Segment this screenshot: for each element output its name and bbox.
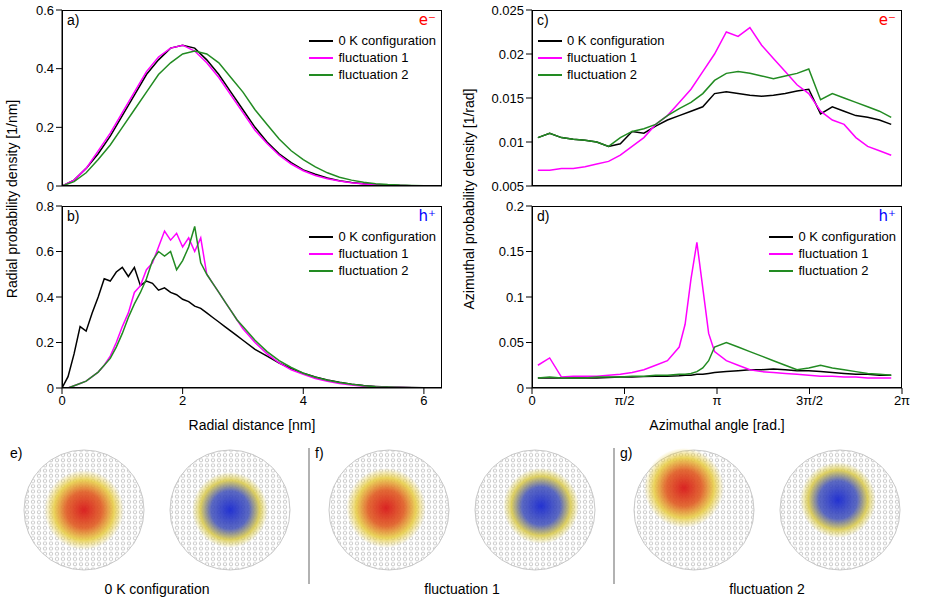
- svg-text:0.6: 0.6: [36, 3, 54, 18]
- svg-text:f): f): [315, 445, 324, 461]
- svg-text:0.02: 0.02: [499, 47, 524, 62]
- html-text:d): d): [537, 208, 550, 224]
- svg-text:π/2: π/2: [615, 393, 635, 408]
- svg-text:0: 0: [517, 381, 524, 396]
- html-text:e⁻: e⁻: [418, 11, 436, 29]
- html-text:fluctuation 2: fluctuation 2: [338, 263, 409, 278]
- svg-text:0: 0: [47, 179, 54, 194]
- html-text:0 K configuration: 0 K configuration: [338, 229, 436, 244]
- svg-text:0.2: 0.2: [36, 335, 54, 350]
- html-text:h⁺: h⁺: [878, 207, 896, 225]
- svg-text:2π: 2π: [894, 393, 910, 408]
- svg-text:0: 0: [47, 381, 54, 396]
- html-text:0 K configuration: 0 K configuration: [567, 33, 665, 48]
- svg-text:0.015: 0.015: [491, 91, 524, 106]
- html-text:0 K configuration: 0 K configuration: [338, 33, 436, 48]
- svg-text:0.1: 0.1: [506, 290, 524, 305]
- html-text:fluctuation 1: fluctuation 1: [567, 50, 638, 65]
- html-text:fluctuation 1: fluctuation 1: [338, 50, 409, 65]
- svg-text:0.2: 0.2: [506, 199, 524, 214]
- svg-text:0.05: 0.05: [499, 335, 524, 350]
- html-text:fluctuation 1: fluctuation 1: [798, 246, 869, 261]
- svg-text:Radial distance [nm]: Radial distance [nm]: [189, 417, 316, 433]
- svg-text:Azimuthal angle [rad.]: Azimuthal angle [rad.]: [649, 417, 784, 433]
- svg-text:0.6: 0.6: [36, 244, 54, 259]
- svg-text:0: 0: [58, 393, 65, 408]
- html-text:Azimuthal probability density: Azimuthal probability density [1/rad]: [461, 88, 477, 310]
- svg-text:0.01: 0.01: [499, 135, 524, 150]
- svg-text:e): e): [10, 445, 22, 461]
- svg-text:0.8: 0.8: [36, 199, 54, 214]
- svg-text:0.4: 0.4: [36, 290, 54, 305]
- svg-text:3π/2: 3π/2: [796, 393, 823, 408]
- svg-text:0: 0: [528, 393, 535, 408]
- svg-text:g): g): [620, 445, 632, 461]
- svg-text:0.4: 0.4: [36, 61, 54, 76]
- svg-text:0 K configuration: 0 K configuration: [104, 581, 209, 597]
- svg-text:fluctuation 2: fluctuation 2: [729, 581, 805, 597]
- svg-text:2: 2: [179, 393, 186, 408]
- svg-text:π: π: [713, 393, 722, 408]
- html-text:b): b): [67, 208, 80, 224]
- html-text:a): a): [67, 12, 80, 28]
- svg-text:0.2: 0.2: [36, 120, 54, 135]
- html-text:c): c): [537, 12, 549, 28]
- html-text:fluctuation 2: fluctuation 2: [798, 263, 869, 278]
- svg-text:0.15: 0.15: [499, 244, 524, 259]
- html-text:e⁻: e⁻: [878, 11, 896, 29]
- svg-text:0.025: 0.025: [491, 3, 524, 18]
- svg-text:0.005: 0.005: [491, 179, 524, 194]
- html-text:Radial probability density [1/: Radial probability density [1/nm]: [4, 99, 20, 299]
- html-text:h⁺: h⁺: [418, 207, 436, 225]
- html-text:fluctuation 1: fluctuation 1: [338, 246, 409, 261]
- html-text:fluctuation 2: fluctuation 2: [338, 67, 409, 82]
- svg-text:6: 6: [420, 393, 427, 408]
- svg-text:4: 4: [300, 393, 307, 408]
- html-text:fluctuation 2: fluctuation 2: [567, 67, 638, 82]
- html-text:0 K configuration: 0 K configuration: [798, 229, 896, 244]
- svg-text:fluctuation 1: fluctuation 1: [424, 581, 500, 597]
